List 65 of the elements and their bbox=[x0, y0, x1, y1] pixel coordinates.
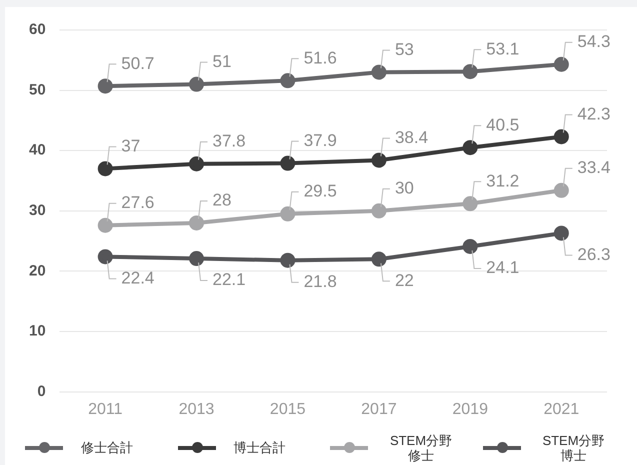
data-label: 30 bbox=[394, 178, 414, 198]
point bbox=[371, 64, 386, 80]
point bbox=[554, 182, 569, 198]
data-label: 26.3 bbox=[577, 244, 610, 264]
x-tick-label: 2019 bbox=[452, 400, 488, 418]
x-tick-label: 2013 bbox=[178, 400, 214, 418]
data-label: 53 bbox=[394, 40, 414, 59]
legend-label: 博士合計 bbox=[234, 440, 286, 455]
point bbox=[98, 218, 113, 233]
point bbox=[280, 73, 296, 88]
point bbox=[554, 129, 569, 144]
data-label: 51 bbox=[212, 52, 232, 71]
point bbox=[189, 76, 204, 92]
x-tick-label: 2017 bbox=[361, 400, 397, 418]
point bbox=[462, 196, 478, 212]
point bbox=[280, 156, 296, 171]
x-tick-label: 2015 bbox=[270, 400, 306, 418]
point bbox=[554, 226, 569, 241]
point bbox=[98, 161, 113, 176]
data-label: 37 bbox=[121, 136, 140, 156]
legend-label: STEM分野博士 bbox=[541, 432, 606, 462]
data-label: 29.5 bbox=[304, 182, 337, 201]
point bbox=[280, 206, 296, 222]
point bbox=[371, 203, 386, 218]
point bbox=[462, 238, 478, 254]
y-tick-label: 30 bbox=[28, 202, 46, 220]
legend-label: STEM分野修士 bbox=[388, 432, 454, 462]
data-label: 22 bbox=[394, 270, 414, 290]
point bbox=[189, 156, 204, 172]
data-label: 22.4 bbox=[121, 268, 154, 288]
data-label: 42.3 bbox=[577, 104, 610, 124]
legend-label: 修士合計 bbox=[81, 440, 133, 455]
point bbox=[554, 56, 569, 72]
data-label: 37.9 bbox=[304, 130, 337, 150]
point bbox=[462, 140, 478, 156]
data-label: 54.3 bbox=[577, 32, 610, 52]
data-label: 37.8 bbox=[212, 132, 246, 151]
point bbox=[98, 78, 113, 94]
point bbox=[371, 252, 386, 267]
y-tick-label: 40 bbox=[28, 142, 46, 159]
point bbox=[189, 215, 204, 230]
point bbox=[462, 64, 478, 80]
data-label: 22.1 bbox=[212, 270, 246, 290]
data-label: 40.5 bbox=[486, 115, 520, 134]
point bbox=[371, 152, 386, 168]
point bbox=[189, 251, 204, 266]
data-label: 33.4 bbox=[577, 158, 610, 178]
y-tick-label: 60 bbox=[28, 21, 46, 38]
data-label: 21.8 bbox=[304, 272, 337, 292]
data-label: 27.6 bbox=[121, 193, 154, 212]
data-label: 50.7 bbox=[121, 54, 154, 73]
data-label: 51.6 bbox=[304, 48, 337, 68]
data-label: 31.2 bbox=[486, 171, 520, 190]
data-label: 28 bbox=[212, 190, 232, 210]
point bbox=[98, 249, 113, 264]
data-label: 38.4 bbox=[394, 128, 428, 147]
data-label: 24.1 bbox=[486, 258, 520, 278]
x-tick-label: 2011 bbox=[88, 400, 123, 418]
y-tick-label: 20 bbox=[28, 262, 46, 280]
y-tick-label: 10 bbox=[28, 322, 46, 340]
y-tick-label: 0 bbox=[37, 382, 46, 400]
x-tick-label: 2021 bbox=[544, 400, 580, 418]
data-label: 53.1 bbox=[486, 39, 520, 58]
point bbox=[280, 252, 296, 268]
y-tick-label: 50 bbox=[28, 81, 46, 98]
